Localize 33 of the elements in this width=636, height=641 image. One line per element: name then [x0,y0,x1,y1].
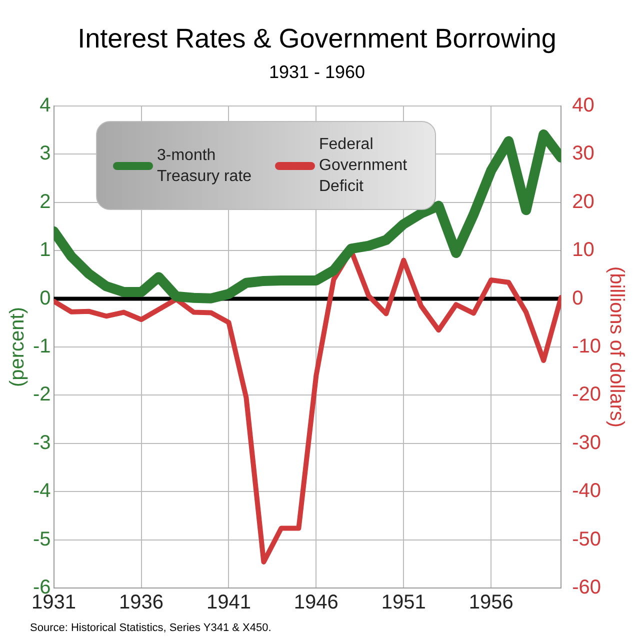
y2-tick-label: -20 [572,384,601,406]
y-tick-label: 4 [40,94,51,117]
chart-title: Interest Rates & Government Borrowing [78,24,556,54]
y-tick-label: -2 [32,384,51,406]
y2-tick-label: -50 [572,528,601,550]
y2-tick-label: -60 [572,576,601,599]
y2-tick-label: 20 [572,190,594,213]
y-tick-label: 0 [40,287,51,310]
x-tick-label: 1936 [119,592,164,614]
y2-tick-label: -30 [572,432,601,454]
y-tick-label: -4 [32,480,51,502]
x-tick-label: 1951 [381,592,426,614]
source-note: Source: Historical Statistics, Series Y341 & X450. [30,622,272,634]
y-tick-label: -5 [32,528,51,550]
y-tick-label: 2 [40,190,51,213]
y-tick-label: -3 [32,432,51,454]
y2-tick-label: -10 [572,336,601,358]
y2-tick-label: 10 [572,239,594,262]
y2-tick-label: 0 [572,287,584,310]
chart-subtitle: 1931 - 1960 [268,62,366,82]
y2-tick-label: 40 [572,94,594,117]
y2-tick-label: 30 [572,142,594,165]
y-tick-label: -1 [32,336,51,358]
y-tick-label: 1 [40,239,51,262]
y-axis-title: (percent) [6,306,29,388]
y2-tick-label: -40 [572,480,601,502]
legend-label: 3-month Treasury rate [157,146,253,186]
legend-label: Federal Government Deficit [319,135,408,197]
x-tick-label: 1956 [468,592,514,614]
y2-axis-title: (billions of dollars) [605,266,628,428]
y-tick-label: 3 [40,142,51,165]
x-tick-label: 1941 [206,592,251,614]
x-tick-label: 1946 [294,592,338,614]
